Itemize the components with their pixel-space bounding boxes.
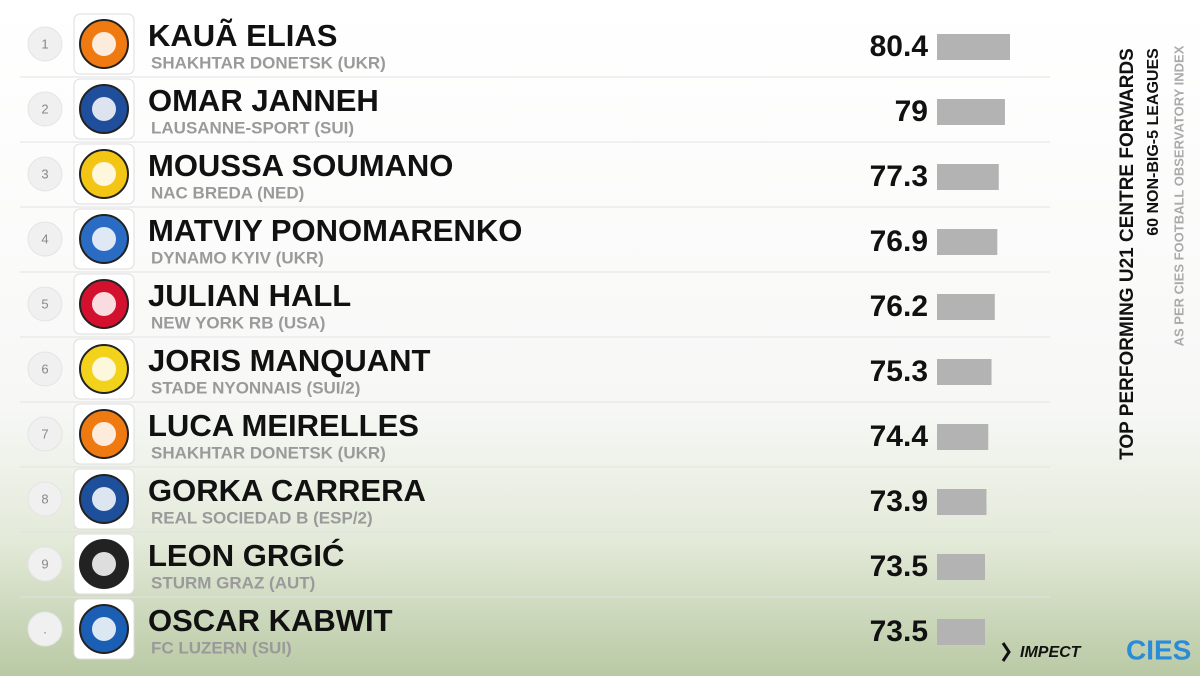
rank: 8 — [41, 491, 48, 506]
rank: 6 — [41, 361, 48, 376]
rank-badge — [27, 156, 63, 192]
rank-badge — [27, 221, 63, 257]
club-name: DYNAMO KYIV (UKR) — [151, 248, 324, 267]
score: 76.9 — [870, 225, 928, 258]
brand-impect: IMPECT — [1020, 644, 1082, 661]
club-logo-inner — [92, 552, 116, 576]
rank: 5 — [41, 296, 48, 311]
club-name: SHAKHTAR DONETSK (UKR) — [151, 443, 386, 462]
rank-badge — [27, 286, 63, 322]
score-bar — [937, 294, 995, 320]
rank: 3 — [41, 166, 48, 181]
club-name: NAC BREDA (NED) — [151, 183, 304, 202]
club-name: STADE NYONNAIS (SUI/2) — [151, 378, 360, 397]
club-logo-inner — [92, 292, 116, 316]
club-logo-inner — [92, 227, 116, 251]
score: 77.3 — [870, 160, 928, 193]
club-logo-inner — [92, 487, 116, 511]
club-name: LAUSANNE-SPORT (SUI) — [151, 118, 354, 137]
title: TOP PERFORMING U21 CENTRE FORWARDS — [1117, 48, 1138, 460]
club-name: STURM GRAZ (AUT) — [151, 573, 315, 592]
rank: 9 — [41, 556, 48, 571]
rank: 1 — [41, 36, 48, 51]
brand-cies: CIES — [1126, 634, 1191, 665]
rank-badge — [27, 26, 63, 62]
score-bar — [937, 359, 992, 385]
rank-badge — [27, 546, 63, 582]
rank: . — [43, 621, 47, 636]
rank-badge — [27, 351, 63, 387]
score-bar — [937, 34, 1010, 60]
rank: 7 — [41, 426, 48, 441]
player-name: MOUSSA SOUMANO — [148, 148, 453, 183]
player-name: KAUÃ ELIAS — [148, 18, 337, 53]
club-name: NEW YORK RB (USA) — [151, 313, 325, 332]
score-bar — [937, 164, 999, 190]
score-bar — [937, 99, 1005, 125]
rank: 2 — [41, 101, 48, 116]
player-name: JORIS MANQUANT — [148, 343, 431, 378]
club-logo-inner — [92, 32, 116, 56]
score: 75.3 — [870, 355, 928, 388]
subtitle: 60 NON-BIG-5 LEAGUES — [1145, 48, 1162, 236]
score: 73.9 — [870, 485, 928, 518]
player-name: JULIAN HALL — [148, 278, 351, 313]
source: AS PER CIES FOOTBALL OBSERVATORY INDEX — [1171, 45, 1186, 346]
club-logo-inner — [92, 97, 116, 121]
rank-badge — [27, 91, 63, 127]
club-logo-inner — [92, 357, 116, 381]
score: 73.5 — [870, 615, 928, 648]
score-bar — [937, 424, 989, 450]
rank: 4 — [41, 231, 48, 246]
score: 73.5 — [870, 550, 928, 583]
club-name: SHAKHTAR DONETSK (UKR) — [151, 53, 386, 72]
player-name: LUCA MEIRELLES — [148, 408, 419, 443]
club-name: REAL SOCIEDAD B (ESP/2) — [151, 508, 373, 527]
score-bar — [937, 554, 985, 580]
club-name: FC LUZERN (SUI) — [151, 638, 292, 657]
player-name: OMAR JANNEH — [148, 83, 379, 118]
brand-icon — [1001, 642, 1011, 662]
score: 74.4 — [870, 420, 929, 453]
rank-badge — [27, 416, 63, 452]
player-name: MATVIY PONOMARENKO — [148, 213, 522, 248]
club-logo-inner — [92, 162, 116, 186]
score-bar — [937, 229, 998, 255]
score: 76.2 — [870, 290, 928, 323]
score: 80.4 — [870, 30, 929, 63]
rank-badge — [27, 481, 63, 517]
score-bar — [937, 489, 987, 515]
score: 79 — [895, 95, 928, 128]
club-logo-inner — [92, 422, 116, 446]
player-name: LEON GRGIĆ — [148, 537, 344, 573]
player-name: GORKA CARRERA — [148, 473, 426, 508]
player-name: OSCAR KABWIT — [148, 603, 393, 638]
club-logo-inner — [92, 617, 116, 641]
rank-badge — [27, 611, 63, 647]
score-bar — [937, 619, 985, 645]
